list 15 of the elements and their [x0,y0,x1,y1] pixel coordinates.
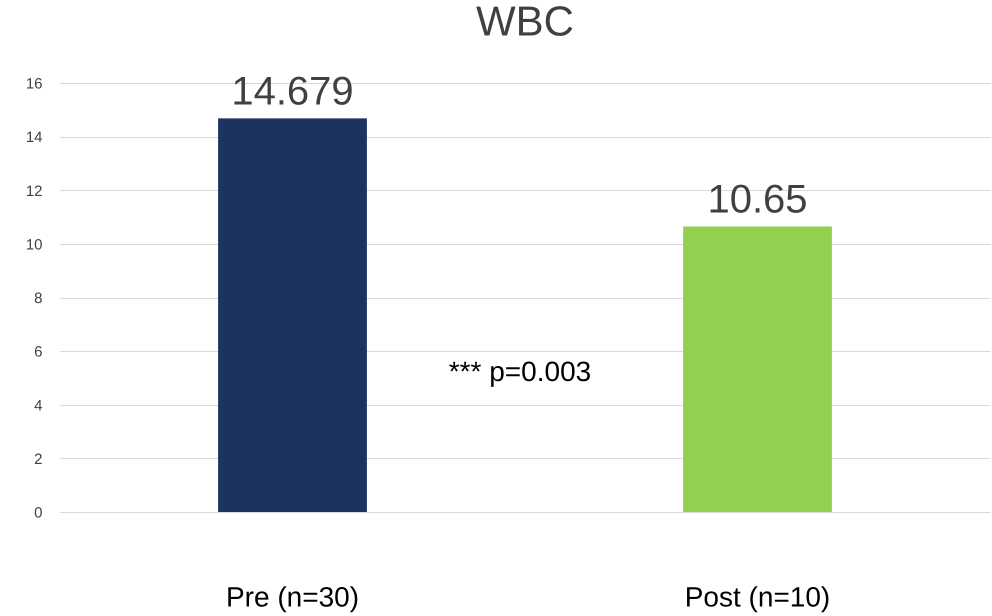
annotation: *** p=0.003 [448,356,592,387]
y-tick-label: 8 [34,290,42,307]
x-tick-label: Post (n=10) [684,582,830,612]
y-tick-label: 6 [34,344,42,361]
data-label: 10.65 [707,177,808,222]
y-tick-label: 4 [34,397,42,414]
x-tick-label: Pre (n=30) [226,582,360,612]
y-tick-label: 0 [34,504,42,522]
data-label: 14.679 [231,69,354,114]
y-tick-label: 2 [34,450,42,468]
y-tick-label: 10 [26,236,42,254]
y-tick-label: 12 [26,182,42,200]
y-tick-label: 14 [26,129,42,146]
y-tick-label: 16 [26,76,42,92]
chart-title: WBC [476,0,574,44]
